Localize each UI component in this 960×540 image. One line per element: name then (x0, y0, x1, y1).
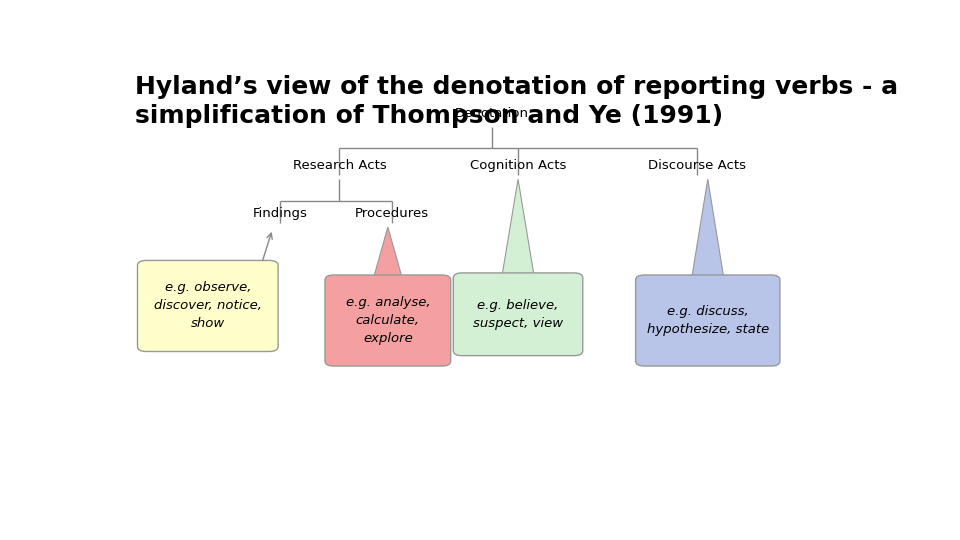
Text: e.g. observe,
discover, notice,
show: e.g. observe, discover, notice, show (154, 281, 262, 330)
Polygon shape (691, 179, 724, 280)
Text: Discourse Acts: Discourse Acts (648, 159, 746, 172)
Text: e.g. analyse,
calculate,
explore: e.g. analyse, calculate, explore (346, 296, 430, 345)
Text: Procedures: Procedures (354, 207, 428, 220)
Polygon shape (372, 227, 403, 280)
Polygon shape (502, 179, 535, 278)
Text: Findings: Findings (252, 207, 307, 220)
Text: e.g. discuss,
hypothesize, state: e.g. discuss, hypothesize, state (647, 305, 769, 336)
Text: Hyland’s view of the denotation of reporting verbs - a
simplification of Thompso: Hyland’s view of the denotation of repor… (134, 75, 898, 128)
FancyBboxPatch shape (325, 275, 450, 366)
FancyBboxPatch shape (137, 260, 278, 352)
Text: Research Acts: Research Acts (293, 159, 386, 172)
Text: Cognition Acts: Cognition Acts (469, 159, 566, 172)
Text: e.g. believe,
suspect, view: e.g. believe, suspect, view (473, 299, 564, 330)
Text: Denotation: Denotation (455, 107, 529, 120)
FancyBboxPatch shape (453, 273, 583, 356)
FancyBboxPatch shape (636, 275, 780, 366)
